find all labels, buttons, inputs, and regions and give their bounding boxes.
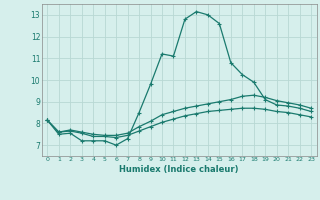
X-axis label: Humidex (Indice chaleur): Humidex (Indice chaleur) — [119, 165, 239, 174]
